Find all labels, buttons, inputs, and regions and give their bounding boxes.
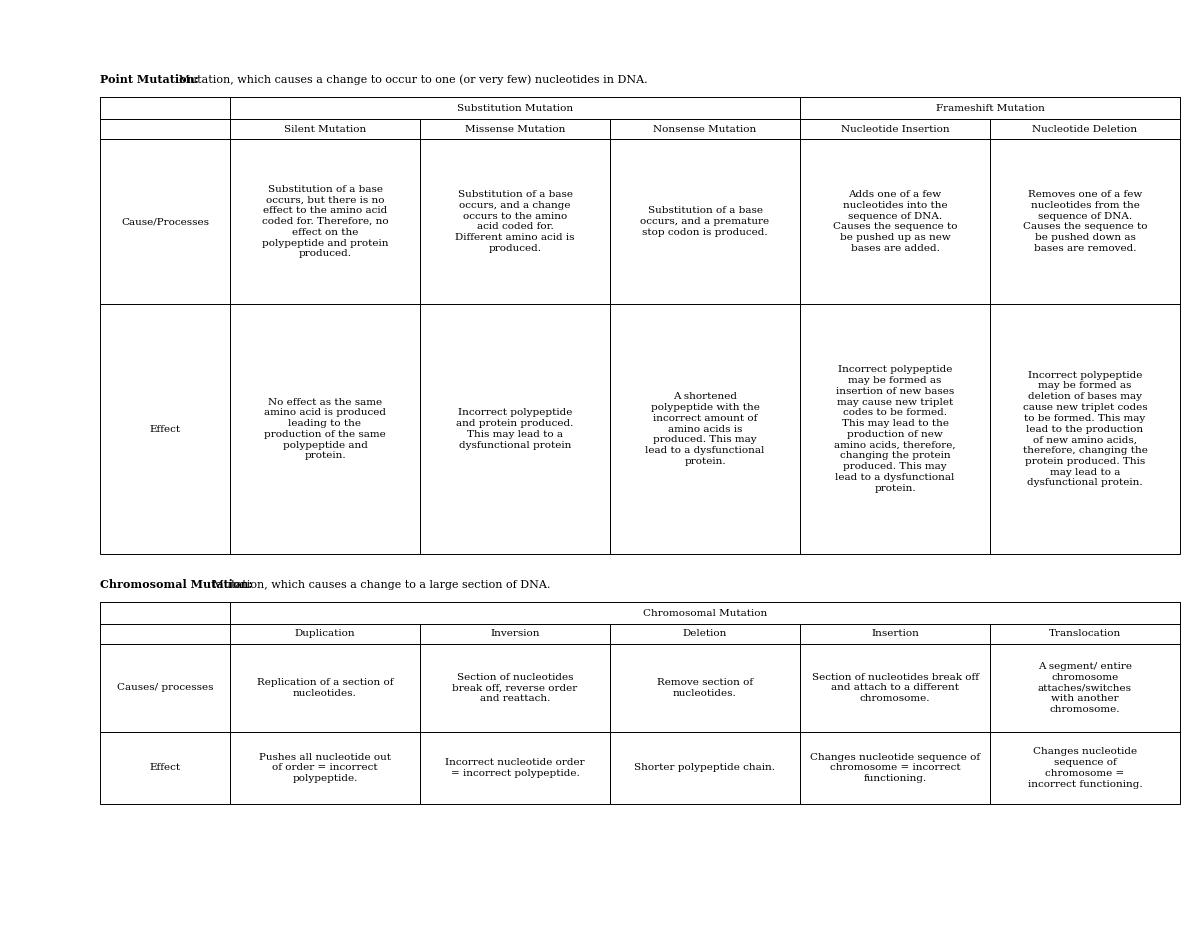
Bar: [990, 624, 1180, 644]
Text: Removes one of a few
nucleotides from the
sequence of DNA.
Causes the sequence t: Removes one of a few nucleotides from th…: [1022, 190, 1147, 253]
Bar: [800, 732, 990, 804]
Bar: [610, 97, 800, 119]
Text: Nonsense Mutation: Nonsense Mutation: [653, 124, 757, 133]
Text: Changes nucleotide
sequence of
chromosome =
incorrect functioning.: Changes nucleotide sequence of chromosom…: [1027, 747, 1142, 789]
Text: Substitution of a base
occurs, and a premature
stop codon is produced.: Substitution of a base occurs, and a pre…: [641, 206, 769, 236]
Bar: [420, 119, 610, 139]
Bar: [100, 304, 230, 554]
Bar: [420, 624, 610, 644]
Text: Nucleotide Insertion: Nucleotide Insertion: [841, 124, 949, 133]
Bar: [990, 119, 1180, 139]
Bar: [100, 119, 230, 139]
Text: Duplication: Duplication: [295, 629, 355, 639]
Text: Pushes all nucleotide out
of order = incorrect
polypeptide.: Pushes all nucleotide out of order = inc…: [259, 753, 391, 783]
Text: Section of nucleotides break off
and attach to a different
chromosome.: Section of nucleotides break off and att…: [811, 673, 978, 704]
Text: Mutation, which causes a change to occur to one (or very few) nucleotides in DNA: Mutation, which causes a change to occur…: [175, 74, 648, 85]
Bar: [100, 97, 230, 119]
Text: Incorrect polypeptide
may be formed as
insertion of new bases
may cause new trip: Incorrect polypeptide may be formed as i…: [834, 365, 956, 492]
Bar: [610, 624, 800, 644]
Text: No effect as the same
amino acid is produced
leading to the
production of the sa: No effect as the same amino acid is prod…: [264, 398, 386, 461]
Bar: [990, 139, 1180, 304]
Text: Section of nucleotides
break off, reverse order
and reattach.: Section of nucleotides break off, revers…: [452, 673, 577, 704]
Bar: [800, 97, 990, 119]
Bar: [990, 732, 1180, 804]
Bar: [230, 97, 800, 119]
Bar: [230, 602, 420, 624]
Bar: [420, 139, 610, 304]
Bar: [420, 602, 610, 624]
Bar: [990, 602, 1180, 624]
Bar: [800, 644, 990, 732]
Bar: [990, 97, 1180, 119]
Bar: [610, 139, 800, 304]
Bar: [100, 624, 230, 644]
Text: Incorrect nucleotide order
= incorrect polypeptide.: Incorrect nucleotide order = incorrect p…: [445, 758, 584, 778]
Bar: [100, 97, 230, 119]
Text: Shorter polypeptide chain.: Shorter polypeptide chain.: [635, 764, 775, 772]
Text: Effect: Effect: [150, 425, 180, 434]
Bar: [100, 644, 230, 732]
Bar: [230, 602, 1180, 624]
Bar: [230, 139, 420, 304]
Text: Causes/ processes: Causes/ processes: [116, 683, 214, 692]
Text: Incorrect polypeptide
may be formed as
deletion of bases may
cause new triplet c: Incorrect polypeptide may be formed as d…: [1022, 371, 1147, 488]
Bar: [800, 602, 990, 624]
Text: Cause/Processes: Cause/Processes: [121, 217, 209, 226]
Text: Nucleotide Deletion: Nucleotide Deletion: [1032, 124, 1138, 133]
Bar: [800, 139, 990, 304]
Text: Replication of a section of
nucleotides.: Replication of a section of nucleotides.: [257, 679, 394, 698]
Bar: [230, 732, 420, 804]
Text: Deletion: Deletion: [683, 629, 727, 639]
Bar: [800, 97, 1180, 119]
Bar: [610, 304, 800, 554]
Bar: [420, 644, 610, 732]
Bar: [100, 602, 230, 624]
Bar: [990, 644, 1180, 732]
Text: Changes nucleotide sequence of
chromosome = incorrect
functioning.: Changes nucleotide sequence of chromosom…: [810, 753, 980, 783]
Bar: [230, 624, 420, 644]
Bar: [800, 304, 990, 554]
Text: Substitution of a base
occurs, and a change
occurs to the amino
acid coded for.
: Substitution of a base occurs, and a cha…: [455, 190, 575, 253]
Text: Frameshift Mutation: Frameshift Mutation: [936, 104, 1044, 112]
Bar: [230, 304, 420, 554]
Bar: [990, 304, 1180, 554]
Text: Insertion: Insertion: [871, 629, 919, 639]
Bar: [610, 602, 800, 624]
Text: Missense Mutation: Missense Mutation: [464, 124, 565, 133]
Bar: [610, 644, 800, 732]
Bar: [230, 119, 420, 139]
Text: Effect: Effect: [150, 764, 180, 772]
Bar: [800, 624, 990, 644]
Bar: [800, 119, 990, 139]
Text: Inversion: Inversion: [491, 629, 540, 639]
Bar: [420, 304, 610, 554]
Text: Silent Mutation: Silent Mutation: [284, 124, 366, 133]
Bar: [420, 732, 610, 804]
Bar: [100, 732, 230, 804]
Text: Mutation, which causes a change to a large section of DNA.: Mutation, which causes a change to a lar…: [209, 580, 551, 590]
Text: Point Mutation:: Point Mutation:: [100, 74, 199, 85]
Bar: [610, 732, 800, 804]
Bar: [420, 97, 610, 119]
Text: Chromosomal Mutation: Chromosomal Mutation: [643, 608, 767, 617]
Bar: [100, 139, 230, 304]
Text: Chromosomal Mutation:: Chromosomal Mutation:: [100, 579, 252, 590]
Text: Substitution of a base
occurs, but there is no
effect to the amino acid
coded fo: Substitution of a base occurs, but there…: [262, 184, 389, 259]
Bar: [230, 644, 420, 732]
Text: Substitution Mutation: Substitution Mutation: [457, 104, 574, 112]
Text: Remove section of
nucleotides.: Remove section of nucleotides.: [656, 679, 754, 698]
Text: Incorrect polypeptide
and protein produced.
This may lead to a
dysfunctional pro: Incorrect polypeptide and protein produc…: [456, 409, 574, 450]
Bar: [100, 602, 230, 624]
Bar: [230, 97, 420, 119]
Text: Translocation: Translocation: [1049, 629, 1121, 639]
Text: Adds one of a few
nucleotides into the
sequence of DNA.
Causes the sequence to
b: Adds one of a few nucleotides into the s…: [833, 190, 958, 253]
Text: A shortened
polypeptide with the
incorrect amount of
amino acids is
produced. Th: A shortened polypeptide with the incorre…: [646, 392, 764, 465]
Bar: [610, 119, 800, 139]
Text: A segment/ entire
chromosome
attaches/switches
with another
chromosome.: A segment/ entire chromosome attaches/sw…: [1038, 662, 1132, 714]
